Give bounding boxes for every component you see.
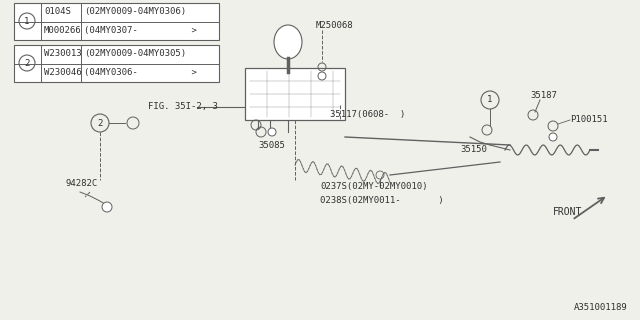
Text: (02MY0009-04MY0306): (02MY0009-04MY0306) bbox=[84, 7, 186, 16]
Text: 35085: 35085 bbox=[258, 140, 285, 149]
Text: W230046: W230046 bbox=[44, 68, 82, 77]
Circle shape bbox=[318, 72, 326, 80]
Circle shape bbox=[268, 128, 276, 136]
Text: 35150: 35150 bbox=[460, 146, 487, 155]
Text: 1: 1 bbox=[487, 95, 493, 105]
Circle shape bbox=[549, 133, 557, 141]
Text: 0237S(02MY-02MY0010): 0237S(02MY-02MY0010) bbox=[320, 182, 428, 191]
Circle shape bbox=[102, 202, 112, 212]
Text: (02MY0009-04MY0305): (02MY0009-04MY0305) bbox=[84, 49, 186, 58]
Text: 94282C: 94282C bbox=[66, 179, 99, 188]
Text: 0104S: 0104S bbox=[44, 7, 71, 16]
Text: 0238S(02MY0011-       ): 0238S(02MY0011- ) bbox=[320, 196, 444, 204]
Text: A351001189: A351001189 bbox=[574, 303, 628, 312]
Text: 35187: 35187 bbox=[530, 91, 557, 100]
Text: P100151: P100151 bbox=[570, 116, 607, 124]
Ellipse shape bbox=[274, 25, 302, 59]
Text: FRONT: FRONT bbox=[553, 207, 582, 217]
Text: FIG. 35I-2, 3: FIG. 35I-2, 3 bbox=[148, 102, 218, 111]
Text: (04MY0306-          >: (04MY0306- > bbox=[84, 68, 197, 77]
Text: 35117(0608-  ): 35117(0608- ) bbox=[330, 110, 405, 119]
Text: W230013: W230013 bbox=[44, 49, 82, 58]
Bar bbox=[14, 45, 219, 82]
Text: (04MY0307-          >: (04MY0307- > bbox=[84, 26, 197, 35]
Text: 2: 2 bbox=[24, 59, 29, 68]
Bar bbox=[14, 3, 219, 40]
Text: M000266: M000266 bbox=[44, 26, 82, 35]
Text: 1: 1 bbox=[24, 17, 29, 26]
Text: 2: 2 bbox=[97, 118, 102, 127]
Text: M250068: M250068 bbox=[316, 20, 354, 29]
Bar bbox=[245, 68, 345, 120]
